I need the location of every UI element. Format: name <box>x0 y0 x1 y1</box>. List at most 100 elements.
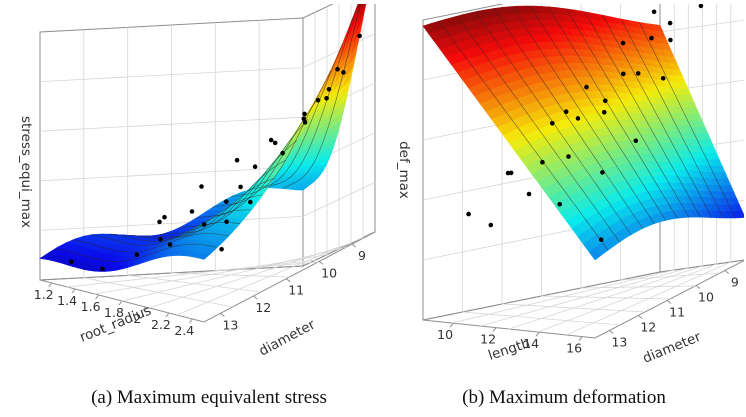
grid-line <box>176 4 364 316</box>
sample-point <box>326 87 332 92</box>
x-tick-mark <box>48 282 53 288</box>
grid-line <box>214 22 319 272</box>
x-tick-label: 14 <box>523 336 539 351</box>
sample-point <box>557 202 562 207</box>
sample-point <box>302 111 307 117</box>
sample-point <box>635 71 641 76</box>
y-tick-label: 9 <box>358 248 366 263</box>
sample-point <box>563 109 569 114</box>
contour-line <box>72 233 229 253</box>
y-tick-mark <box>666 300 672 304</box>
contour-line <box>124 194 263 240</box>
contour-line <box>247 43 343 191</box>
x-tick-mark <box>71 288 76 294</box>
grid-line <box>537 4 718 333</box>
sample-point <box>167 242 173 247</box>
contour-line <box>620 18 724 219</box>
sample-point <box>667 20 673 26</box>
sample-point <box>224 199 229 204</box>
grid-line <box>258 20 347 269</box>
sample-point <box>584 84 589 90</box>
x-tick-mark <box>578 336 583 341</box>
sample-point <box>526 191 532 197</box>
x-tick-mark <box>95 294 99 300</box>
x-tick-mark <box>141 306 146 312</box>
contour-line <box>602 15 713 218</box>
sample-point <box>238 184 243 190</box>
x-tick-label: 1.4 <box>57 293 77 308</box>
sample-point <box>508 170 514 176</box>
deformation-caption: (b) Maximum deformation <box>462 387 666 408</box>
sample-point <box>566 154 571 159</box>
contour-line <box>456 15 620 243</box>
y-tick-label: 10 <box>698 290 714 305</box>
sample-point <box>335 66 340 72</box>
stress-z-axis-label: stress_equi_max <box>18 116 34 228</box>
x-tick-mark <box>535 331 540 337</box>
x-tick-label: 2.4 <box>174 323 194 338</box>
grid-line <box>39 33 376 82</box>
surface-patch <box>352 4 361 24</box>
sample-point <box>268 137 274 143</box>
contour-line <box>282 4 361 189</box>
contour-line <box>639 22 736 219</box>
y-tick-label: 9 <box>731 275 739 290</box>
sample-point <box>668 37 673 43</box>
sample-point <box>633 138 639 144</box>
sample-point <box>248 199 253 205</box>
x-tick-label: 1.6 <box>81 299 101 314</box>
sample-point <box>224 219 229 225</box>
contour-line <box>230 70 332 198</box>
x-tick-label: 1.2 <box>34 287 54 302</box>
contour-line <box>493 8 643 229</box>
sample-point <box>234 157 240 163</box>
y-tick-mark <box>253 295 258 300</box>
y-tick-mark <box>637 315 643 319</box>
surface-patch <box>359 4 367 19</box>
x-tick-label: 16 <box>566 341 582 356</box>
y-tick-mark <box>318 260 324 265</box>
y-tick-label: 10 <box>321 265 337 280</box>
x-tick-mark <box>165 312 170 318</box>
sample-point <box>660 76 666 81</box>
contour-line <box>54 243 218 262</box>
sample-point <box>100 266 105 272</box>
contour-line <box>511 6 655 224</box>
sample-point <box>620 40 626 46</box>
y-tick-label: 13 <box>611 335 627 350</box>
y-tick-label: 12 <box>640 320 656 335</box>
x-tick-mark <box>118 300 123 306</box>
y-tick-label: 11 <box>288 283 304 298</box>
x-tick-mark <box>492 327 497 332</box>
deformation-z-axis-label: def_max <box>396 141 412 199</box>
y-tick-label: 12 <box>255 300 271 315</box>
sample-point <box>280 150 285 156</box>
sample-point <box>649 35 654 41</box>
x-tick-label: 2 <box>133 311 141 326</box>
x-tick-mark <box>188 318 193 324</box>
sample-point <box>301 116 307 122</box>
contour-line <box>212 95 320 208</box>
sample-point <box>134 252 140 257</box>
sample-point <box>341 70 346 75</box>
contour-line <box>438 21 609 251</box>
y-tick-label: 11 <box>669 305 685 320</box>
sample-point <box>158 237 163 242</box>
deformation-surface-chart <box>422 4 744 339</box>
contour-line <box>195 118 309 219</box>
y-tick-mark <box>695 285 701 289</box>
sample-point <box>621 71 626 77</box>
x-tick-label: 2.2 <box>151 317 171 332</box>
sample-point <box>272 140 278 146</box>
x-tick-label: 10 <box>437 327 453 342</box>
sample-point <box>550 121 555 126</box>
stress-y-axis-label: diameter <box>256 316 318 359</box>
sample-point <box>157 219 162 225</box>
y-tick-mark <box>285 278 291 283</box>
sample-point <box>189 209 195 214</box>
sample-point <box>540 159 545 165</box>
sample-point <box>603 98 608 104</box>
sample-point <box>252 164 258 169</box>
stress-surface-chart <box>39 4 376 323</box>
